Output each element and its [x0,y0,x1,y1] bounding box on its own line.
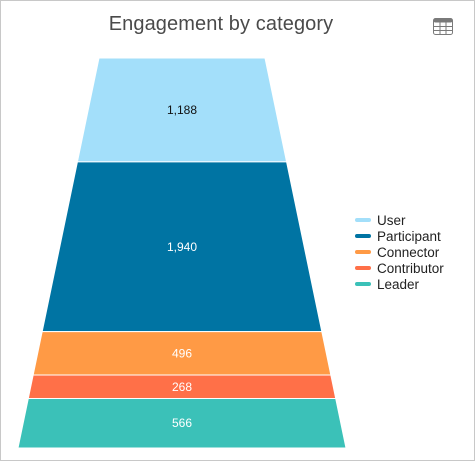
chart-legend: User Participant Connector Contributor Leade… [355,212,444,292]
legend-swatch [355,282,371,286]
legend-label: User [377,212,406,228]
data-label-connector: 496 [172,346,192,360]
legend-item-connector[interactable]: Connector [355,244,444,260]
legend-label: Participant [377,228,441,244]
legend-item-leader[interactable]: Leader [355,276,444,292]
legend-label: Leader [377,276,420,292]
legend-swatch [355,234,371,238]
legend-label: Contributor [377,260,444,276]
legend-item-contributor[interactable]: Contributor [355,260,444,276]
legend-label: Connector [377,244,440,260]
legend-item-participant[interactable]: Participant [355,228,444,244]
legend-item-user[interactable]: User [355,212,444,228]
legend-swatch [355,266,371,270]
data-label-user: 1,188 [167,103,197,117]
chart-title: Engagement by category [108,13,334,35]
legend-swatch [355,250,371,254]
data-label-contributor: 268 [172,380,192,394]
legend-swatch [355,218,371,222]
data-label-leader: 566 [172,416,192,430]
data-label-participant: 1,940 [167,240,197,254]
funnel-segment-leader[interactable] [17,397,347,449]
table-icon[interactable] [433,18,453,35]
